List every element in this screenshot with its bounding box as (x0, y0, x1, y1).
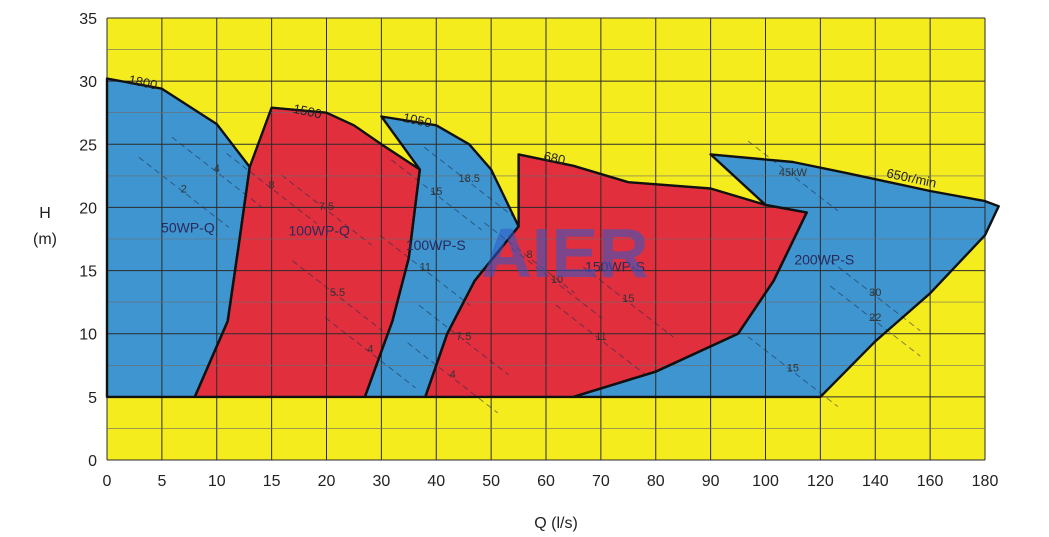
power-label-0-0: 2 (181, 183, 187, 195)
power-line-1-2 (292, 260, 383, 332)
x-tick-label-9: 70 (592, 473, 610, 490)
power-label-1-0: 8 (269, 180, 275, 192)
region-outline-4 (572, 153, 1000, 399)
y-tick-label-7: 35 (79, 11, 97, 28)
speed-label-0: 1800 (127, 72, 158, 93)
x-tick-label-2: 10 (208, 473, 226, 490)
power-label-3-2: 15 (622, 293, 634, 305)
x-tick-label-7: 50 (482, 473, 500, 490)
power-line-2-2 (379, 235, 471, 306)
power-label-4-3: 15 (787, 363, 799, 375)
x-tick-label-12: 100 (752, 473, 779, 490)
y-tick-label-1: 5 (88, 390, 97, 407)
x-tick-label-1: 5 (157, 473, 166, 490)
power-line-1-3 (325, 317, 416, 389)
x-axis-title: Q (l/s) (534, 515, 578, 532)
x-tick-label-10: 80 (647, 473, 665, 490)
grid-lines (106, 17, 986, 461)
y-tick-label-6: 30 (79, 74, 97, 91)
region-3 (425, 154, 807, 397)
power-label-2-1: 15 (430, 186, 442, 198)
power-label-3-0: 8 (526, 249, 532, 261)
region-outlines (105, 77, 1000, 399)
region-0 (107, 78, 250, 397)
power-line-2-1 (390, 159, 482, 231)
power-line-4-2 (829, 285, 921, 357)
power-line-1-1 (281, 174, 372, 246)
power-label-2-2: 11 (420, 262, 431, 274)
region-label-4: 200WP-S (794, 252, 854, 268)
y-tick-label-0: 0 (88, 453, 97, 470)
speed-label-2: 1050 (402, 110, 433, 131)
y-axis-title-line2: (m) (33, 231, 57, 248)
power-label-4-1: 30 (869, 287, 881, 299)
x-tick-label-8: 60 (537, 473, 555, 490)
power-label-4-0: 45kW (779, 167, 808, 179)
power-label-0-1: 4 (214, 163, 220, 175)
region-4 (573, 154, 999, 397)
y-tick-label-5: 25 (79, 137, 97, 154)
power-line-3-1 (511, 247, 603, 319)
power-line-3-2 (582, 266, 674, 338)
power-line-2-4 (407, 342, 499, 414)
power-label-2-4: 4 (450, 369, 456, 381)
power-line-4-1 (829, 260, 921, 332)
power-label-1-2: 5.5 (330, 287, 345, 299)
x-axis-ticks: 0 5 10 15 20 30 40 50 60 70 80 90 100 120 140 160 180 (103, 473, 999, 490)
power-line-2-3 (418, 304, 510, 376)
region-label-1: 100WP-Q (288, 223, 350, 239)
power-label-2-0: 18.5 (458, 173, 479, 185)
pump-regions (107, 78, 999, 397)
power-line-3-3 (555, 304, 647, 376)
power-label-3-1: 10 (551, 274, 563, 286)
x-tick-label-4: 20 (318, 473, 336, 490)
power-label-4-2: 22 (869, 312, 881, 324)
x-tick-label-3: 15 (263, 473, 281, 490)
x-tick-label-6: 40 (427, 473, 445, 490)
x-tick-label-11: 90 (702, 473, 720, 490)
x-tick-label-15: 160 (917, 473, 944, 490)
power-label-1-3: 4 (367, 344, 373, 356)
region-2 (364, 116, 519, 397)
speed-label-3: 680 (542, 148, 566, 167)
region-label-3: 150WP-S (585, 258, 645, 274)
x-tick-label-14: 140 (862, 473, 889, 490)
power-line-3-0 (484, 222, 575, 294)
power-label-3-3: 11 (595, 331, 606, 343)
region-label-0: 50WP-Q (161, 219, 215, 235)
y-tick-label-4: 20 (79, 200, 97, 217)
y-tick-label-2: 10 (79, 327, 97, 344)
power-label-2-3: 7.5 (456, 331, 471, 343)
watermark-text: AIER (481, 214, 648, 292)
x-tick-label-5: 30 (373, 473, 391, 490)
x-tick-label-0: 0 (103, 473, 112, 490)
speed-label-1: 1500 (292, 101, 323, 122)
x-tick-label-16: 180 (972, 473, 999, 490)
power-label-1-1: 7.5 (319, 201, 334, 213)
region-label-2: 100WP-S (406, 237, 466, 253)
y-tick-label-3: 15 (79, 264, 97, 281)
x-tick-label-13: 120 (807, 473, 834, 490)
y-axis-title-line1: H (39, 205, 51, 222)
power-line-1-0 (226, 153, 317, 224)
power-line-0-0 (138, 156, 230, 228)
region-1 (194, 107, 420, 397)
power-line-2-0 (423, 146, 515, 218)
y-axis-ticks: 0 5 10 15 20 25 30 35 (79, 11, 97, 470)
power-line-4-0 (747, 140, 839, 212)
